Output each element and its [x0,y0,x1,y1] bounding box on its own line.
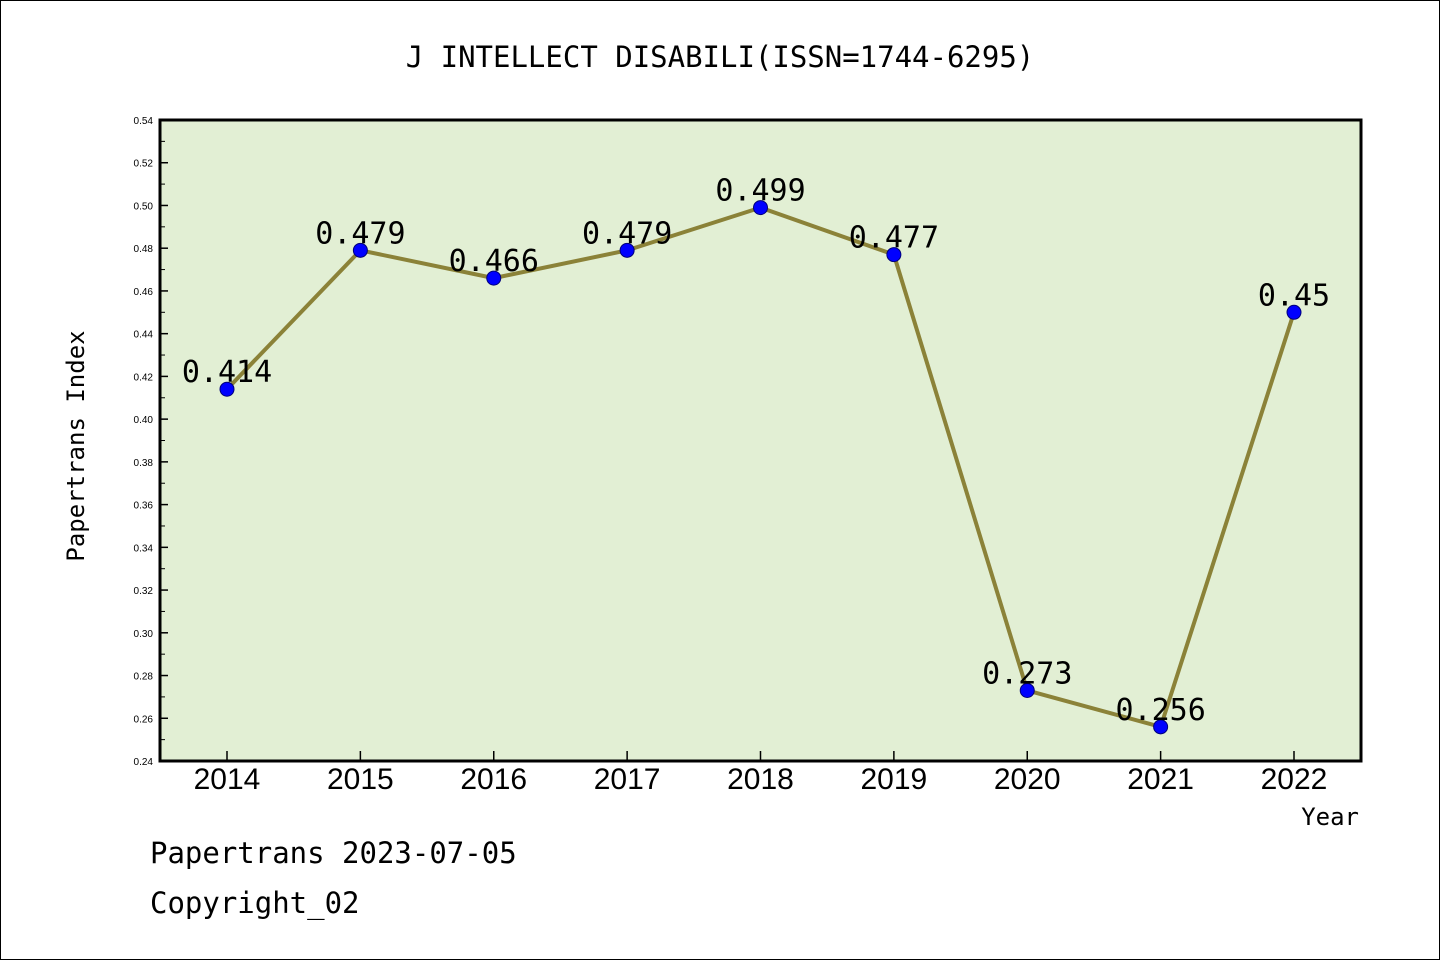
y-axis-title: Papertrans Index [62,330,90,561]
data-label-2017: 0.479 [582,216,672,251]
series-group: 0.414 0.479 0.466 0.479 0.499 0.477 0.273 0.256… [182,174,1330,735]
chart-title: J INTELLECT DISABILI(ISSN=1744-6295) [406,40,1035,74]
footer-copyright-text: Copyright_02 [150,886,360,920]
x-tick-label: 2021 [1127,763,1194,796]
y-tick-label: 0.54 [134,116,154,127]
data-label-2020: 0.273 [982,656,1072,691]
data-point-2021 [1153,719,1169,735]
data-label-2022: 0.45 [1258,278,1330,313]
y-tick-label: 0.30 [134,629,154,640]
data-label-2021: 0.256 [1115,693,1205,728]
x-tick-label: 2020 [994,763,1061,796]
x-tick-label: 2018 [727,763,794,796]
x-tick-label: 2015 [327,763,394,796]
y-tick-label: 0.32 [134,586,154,597]
y-tick-label: 0.50 [134,201,154,212]
y-tick-label: 0.46 [134,287,154,298]
x-tick-label: 2017 [594,763,661,796]
x-axis-title: Year [1301,803,1359,831]
y-tick-label: 0.48 [134,244,154,255]
data-label-2015: 0.479 [315,216,405,251]
data-point-2020 [1019,682,1035,698]
x-axis: 2014 2015 2016 2017 2018 2019 2020 2021 2022 [194,751,1328,796]
data-label-2014: 0.414 [182,355,272,390]
y-tick-label: 0.28 [134,672,154,683]
data-point-2014 [219,381,235,397]
x-tick-label: 2019 [861,763,928,796]
data-label-2018: 0.499 [715,174,805,209]
x-tick-label: 2014 [194,763,261,796]
y-tick-label: 0.36 [134,501,154,512]
data-point-2018 [753,200,768,216]
data-point-2019 [886,247,902,263]
y-tick-label: 0.26 [134,714,154,725]
y-tick-label: 0.42 [134,372,154,383]
data-point-2016 [486,270,502,286]
x-tick-label: 2016 [460,763,527,796]
data-point-2017 [619,242,635,258]
y-tick-label: 0.34 [134,543,154,554]
data-label-2016: 0.466 [449,244,539,279]
y-axis: 0.24 0.26 0.28 0.30 0.32 0.34 0.36 0.38 0.40 0.42… [134,116,168,768]
y-tick-label: 0.44 [134,330,154,341]
footer-date-text: Papertrans 2023-07-05 [150,836,517,870]
plot-area [158,118,1363,763]
x-tick-label: 2022 [1261,763,1328,796]
y-tick-label: 0.38 [134,458,154,469]
data-point-2022 [1286,304,1302,320]
y-tick-label: 0.52 [134,159,154,170]
y-tick-label: 0.40 [134,415,154,426]
y-tick-label: 0.24 [134,757,154,768]
data-label-2019: 0.477 [849,221,939,256]
data-point-2015 [352,242,368,258]
